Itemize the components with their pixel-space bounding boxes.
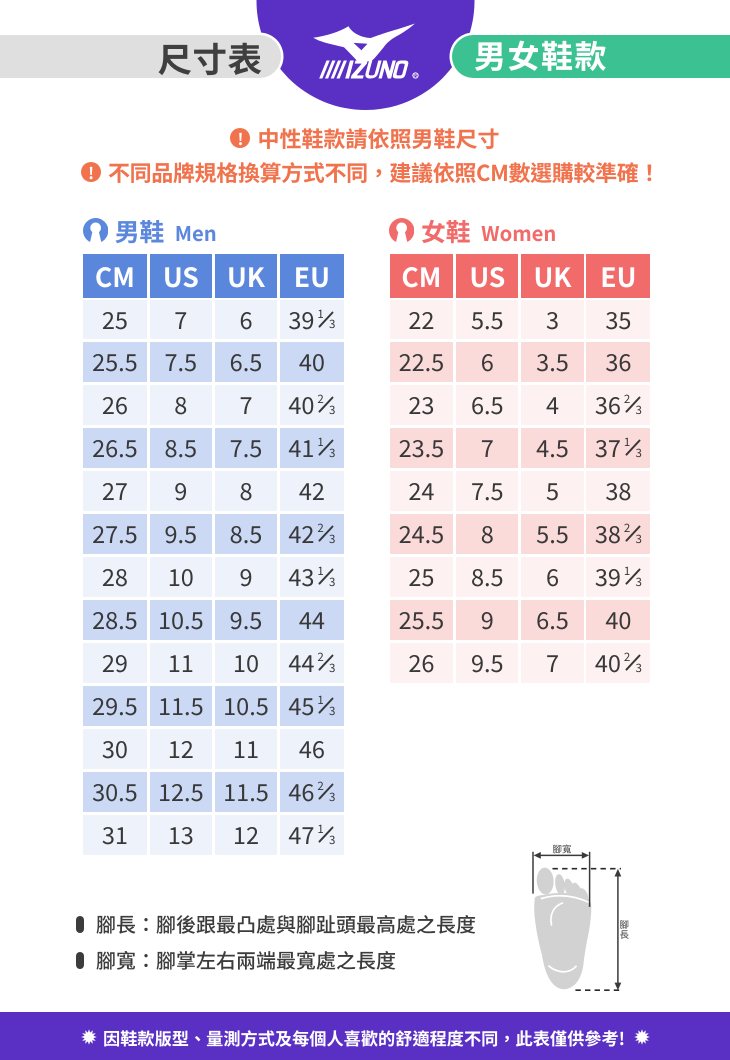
svg-text:腳長: 腳長 xyxy=(617,920,631,939)
svg-text:腳寬: 腳寬 xyxy=(552,842,571,856)
svg-text:R: R xyxy=(414,73,417,78)
